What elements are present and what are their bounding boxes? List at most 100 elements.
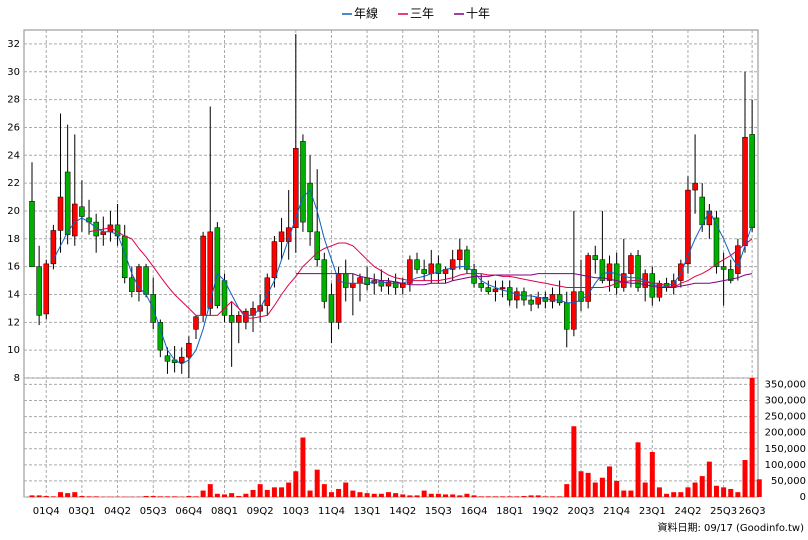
- volume-bar: [257, 484, 263, 497]
- candle-body: [407, 259, 413, 284]
- y2-tick-label: 200,000: [765, 428, 806, 439]
- volume-bar: [164, 496, 170, 497]
- volume-bar: [79, 496, 85, 497]
- candle-body: [556, 294, 563, 304]
- volume-bar: [592, 482, 598, 497]
- candle-body: [628, 255, 634, 274]
- candle-body: [578, 291, 584, 302]
- y2-tick-label: 350,000: [765, 379, 806, 390]
- volume-bar: [756, 479, 762, 497]
- y-tick-label: 24: [7, 150, 20, 161]
- candle-body: [599, 259, 606, 281]
- y-tick-label: 32: [7, 39, 20, 50]
- volume-bar: [706, 461, 712, 497]
- candle-body: [435, 263, 442, 274]
- x-tick-label: 14Q2: [389, 506, 416, 517]
- x-tick-label: 20Q3: [568, 506, 595, 517]
- volume-bar: [207, 484, 213, 497]
- candle-body: [692, 182, 698, 191]
- y-tick-label: 22: [7, 178, 20, 189]
- volume-bar: [150, 496, 156, 497]
- volume-bar: [713, 485, 719, 497]
- candle-body: [293, 148, 299, 228]
- candle-body: [228, 315, 235, 323]
- volume-bar: [528, 495, 534, 497]
- candle-body: [36, 266, 42, 316]
- candle-body: [342, 273, 349, 288]
- candle-body: [585, 255, 591, 302]
- candle-body: [328, 294, 335, 323]
- candle-body: [492, 288, 499, 292]
- candle-body: [428, 263, 435, 274]
- volume-bar: [72, 492, 78, 497]
- volume-bar: [407, 495, 413, 497]
- volume-bar: [378, 493, 384, 497]
- candle-body: [621, 273, 627, 288]
- volume-bar: [271, 487, 277, 497]
- candle-body: [749, 134, 755, 228]
- candle-body: [592, 255, 599, 260]
- legend-label: 年線: [354, 6, 378, 21]
- candle-body: [129, 277, 135, 292]
- volume-bar: [471, 495, 477, 497]
- x-tick-label: 24Q2: [674, 506, 701, 517]
- candle-body: [321, 259, 328, 302]
- candle-body: [157, 322, 164, 351]
- x-tick-label: 21Q4: [603, 506, 630, 517]
- volume-bar: [186, 496, 192, 497]
- ma-line: [295, 273, 753, 288]
- candle-body: [464, 249, 470, 270]
- candle-body: [307, 182, 313, 233]
- volume-bar: [336, 488, 342, 497]
- volume-bar: [65, 493, 71, 497]
- volume-bar: [521, 496, 527, 497]
- volume-bar: [393, 493, 399, 497]
- volume-bar: [421, 490, 427, 497]
- volume-bar: [742, 460, 748, 497]
- volume-bar: [400, 494, 406, 497]
- legend-label: 十年: [466, 7, 490, 21]
- volume-bar: [222, 494, 228, 497]
- candle-body: [720, 266, 727, 270]
- volume-bar: [143, 496, 149, 497]
- volume-bar: [671, 492, 677, 497]
- y-tick-label: 8: [14, 373, 20, 384]
- volume-bar: [328, 492, 334, 497]
- y2-tick-label: 50,000: [771, 476, 806, 487]
- volume-bar: [86, 496, 92, 497]
- y-tick-label: 26: [7, 122, 20, 133]
- candle-body: [457, 249, 463, 260]
- candle-body: [635, 255, 641, 288]
- candle-body: [164, 355, 171, 362]
- volume-bar: [507, 496, 513, 497]
- y2-tick-label: 300,000: [765, 396, 806, 407]
- candle-body: [357, 277, 363, 284]
- volume-bar: [614, 480, 620, 497]
- candle-body: [207, 231, 213, 309]
- volume-bar: [250, 489, 256, 497]
- candle-body: [236, 315, 242, 323]
- candle-body: [243, 310, 249, 323]
- volume-bar: [664, 493, 670, 497]
- candle-body: [193, 316, 199, 330]
- volume-bar: [571, 426, 577, 497]
- candle-body: [742, 136, 748, 247]
- footer: 資料日期: 09/17 (Goodinfo.tw): [657, 521, 804, 534]
- x-tick-label: 05Q3: [140, 506, 167, 517]
- candle-body: [571, 291, 577, 330]
- volume-bar: [542, 496, 548, 497]
- volume-bar: [286, 482, 292, 497]
- candle-body: [143, 266, 149, 295]
- ma-line: [88, 227, 753, 319]
- x-tick-label: 23Q1: [639, 506, 666, 517]
- x-tick-label: 13Q1: [354, 506, 381, 517]
- candle-body: [478, 283, 484, 288]
- volume-bar: [656, 487, 662, 497]
- x-tick-label: 26Q3: [739, 506, 766, 517]
- x-tick-label: 19Q2: [532, 506, 559, 517]
- volume-bar: [200, 490, 206, 497]
- x-tick-label: 25Q3: [710, 506, 737, 517]
- volume-bar: [578, 471, 584, 497]
